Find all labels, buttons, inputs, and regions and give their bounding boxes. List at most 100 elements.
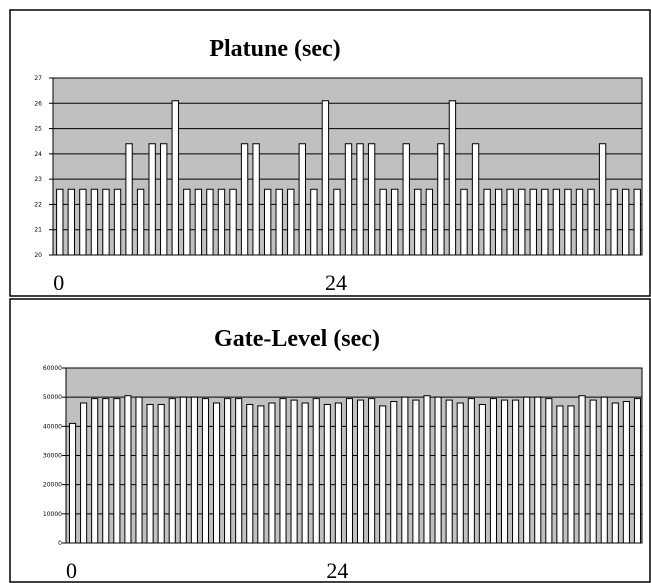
bar	[310, 188, 318, 256]
y-tick-label: 20000	[43, 482, 62, 489]
bar	[523, 396, 531, 544]
bar	[275, 188, 283, 256]
bar	[425, 188, 434, 256]
bar	[113, 188, 122, 256]
bar	[402, 143, 410, 256]
bar	[321, 100, 330, 256]
bar	[500, 399, 509, 544]
bar	[379, 188, 387, 256]
bar	[368, 398, 376, 544]
bar	[512, 399, 520, 544]
bar	[323, 403, 331, 544]
bar	[68, 422, 77, 544]
bar	[146, 403, 154, 544]
bar	[598, 143, 607, 256]
gate-level-chart: Gate-Level (sec) 0 10000 20000 30000 40000 50…	[43, 326, 643, 583]
bar	[345, 398, 354, 544]
bar	[460, 188, 468, 256]
bar	[263, 188, 272, 256]
bar	[489, 398, 498, 544]
bar	[298, 143, 306, 256]
bar	[589, 399, 597, 544]
bar	[545, 398, 553, 544]
bar	[79, 188, 87, 256]
bar	[552, 188, 561, 256]
bar	[622, 188, 630, 256]
bar	[334, 402, 342, 544]
bar	[575, 188, 584, 256]
y-tick-label: 22	[34, 201, 42, 208]
chart-title: Platune (sec)	[209, 36, 340, 62]
bar	[541, 188, 549, 256]
bar	[157, 403, 165, 544]
bar	[391, 188, 399, 256]
bar	[578, 395, 586, 544]
bar	[367, 143, 376, 256]
bar	[483, 188, 491, 256]
bar	[587, 188, 595, 256]
bar	[217, 188, 226, 256]
bar	[390, 401, 398, 544]
bar	[279, 398, 287, 544]
bar	[333, 188, 341, 256]
bar	[434, 396, 442, 544]
bar	[171, 100, 179, 256]
bar	[518, 188, 526, 256]
bar	[124, 395, 132, 544]
bar	[102, 398, 110, 544]
bar	[611, 402, 619, 544]
bar	[160, 143, 168, 256]
y-tick-label: 21	[34, 227, 42, 234]
bar	[194, 188, 203, 256]
bar	[448, 100, 457, 256]
bar	[467, 398, 475, 544]
y-tick-label: 60000	[43, 365, 62, 372]
bar	[179, 396, 187, 544]
bar	[252, 143, 260, 256]
bar	[478, 403, 486, 544]
y-tick-label: 27	[34, 75, 42, 82]
y-tick-label: 30000	[43, 453, 62, 460]
chart-title: Gate-Level (sec)	[214, 326, 380, 352]
bar	[301, 402, 309, 544]
bar	[246, 403, 254, 544]
y-tick-label: 25	[34, 126, 42, 133]
bar	[356, 143, 364, 256]
y-tick-label: 23	[34, 176, 42, 183]
bar	[564, 188, 572, 256]
bar	[201, 398, 210, 544]
bar	[135, 396, 143, 544]
bar	[125, 143, 133, 256]
bar	[529, 188, 537, 256]
bar	[287, 188, 295, 256]
bar	[80, 402, 88, 544]
bar	[412, 399, 420, 544]
bar	[113, 398, 121, 544]
bar	[633, 398, 642, 544]
bar	[423, 395, 431, 544]
bar	[90, 188, 99, 256]
bar	[212, 402, 221, 544]
bar	[401, 396, 409, 544]
bar	[633, 188, 641, 256]
x-tick-label: 0	[53, 270, 64, 295]
x-tick-label: 24	[325, 270, 347, 295]
bar	[600, 396, 608, 544]
bar	[136, 188, 145, 256]
bar	[379, 405, 387, 544]
bar	[257, 405, 265, 544]
bar	[471, 143, 480, 256]
bar	[290, 399, 298, 544]
bar	[312, 398, 320, 544]
bar	[91, 398, 99, 544]
y-tick-label: 10000	[43, 511, 62, 518]
x-tick-label: 0	[66, 558, 77, 583]
bar	[610, 188, 618, 256]
bar	[494, 188, 503, 256]
bar	[102, 188, 110, 256]
bar	[622, 401, 630, 544]
bar	[437, 143, 445, 256]
bar	[168, 398, 176, 544]
bar	[67, 188, 75, 256]
